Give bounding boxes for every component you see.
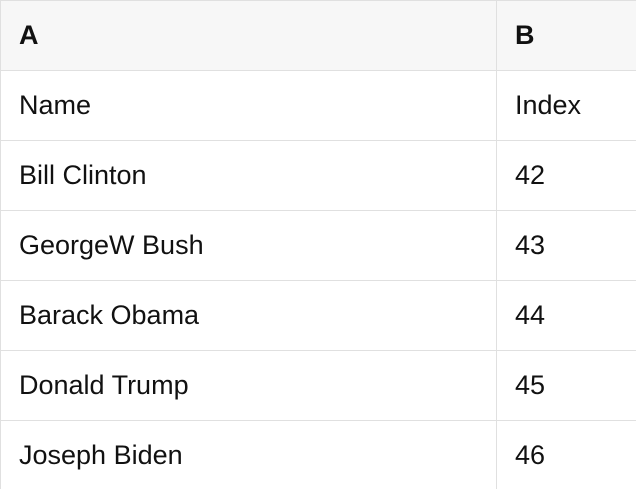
cell-name-barack-obama[interactable]: Barack Obama [1,281,497,351]
table-row: Bill Clinton 42 [1,141,636,211]
cell-index-bill-clinton[interactable]: 42 [497,141,636,211]
cell-name-georgew-bush[interactable]: GeorgeW Bush [1,211,497,281]
cell-index-header[interactable]: Index [497,71,636,141]
cell-index-barack-obama[interactable]: 44 [497,281,636,351]
column-header-a[interactable]: A [1,1,497,71]
column-header-b[interactable]: B [497,1,636,71]
table-row: Barack Obama 44 [1,281,636,351]
cell-index-georgew-bush[interactable]: 43 [497,211,636,281]
table-row: Joseph Biden 46 [1,421,636,489]
table-row: Name Index [1,71,636,141]
cell-index-donald-trump[interactable]: 45 [497,351,636,421]
cell-name-bill-clinton[interactable]: Bill Clinton [1,141,497,211]
cell-name-joseph-biden[interactable]: Joseph Biden [1,421,497,489]
table-row: GeorgeW Bush 43 [1,211,636,281]
table-row: Donald Trump 45 [1,351,636,421]
cell-index-joseph-biden[interactable]: 46 [497,421,636,489]
table-header-row: A B [1,1,636,71]
cell-name-header[interactable]: Name [1,71,497,141]
cell-name-donald-trump[interactable]: Donald Trump [1,351,497,421]
